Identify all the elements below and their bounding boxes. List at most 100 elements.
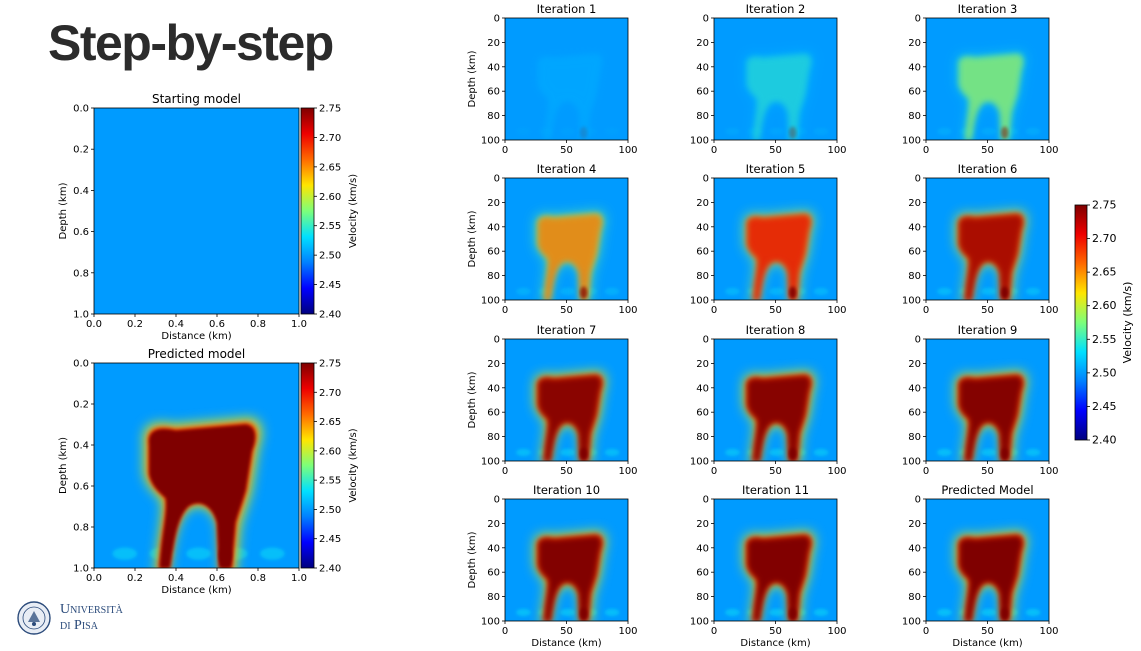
colorbar-tick-label: 2.50	[319, 505, 341, 516]
plot-title: Iteration 7	[537, 323, 597, 337]
colorbar-tick-label: 2.40	[319, 310, 341, 321]
x-tick-label: 0	[502, 305, 508, 316]
logo-text-line2: di Pisa	[60, 618, 98, 633]
y-tick-label: 60	[908, 568, 921, 579]
plot-title: Iteration 5	[746, 162, 806, 176]
y-tick-label: 1.0	[73, 564, 89, 575]
colorbar-tick-label: 2.70	[1092, 232, 1117, 245]
y-tick-label: 80	[696, 271, 709, 282]
anomaly-body	[959, 54, 1023, 140]
x-tick-label: 1.0	[291, 573, 307, 584]
y-tick-label: 0	[494, 174, 500, 185]
university-logo: Università di Pisa	[16, 598, 146, 642]
x-tick-label: 100	[1039, 145, 1058, 156]
y-tick-label: 100	[902, 296, 921, 307]
colorbar-tick-label: 2.40	[1092, 434, 1117, 447]
plot-title: Iteration 11	[742, 483, 809, 497]
y-tick-label: 60	[696, 568, 709, 579]
y-tick-label: 20	[908, 359, 921, 370]
x-tick-label: 0	[502, 466, 508, 477]
y-tick-label: 60	[487, 408, 500, 419]
y-tick-label: 0.2	[73, 145, 89, 156]
y-tick-label: 0	[494, 495, 500, 506]
x-tick-label: 50	[560, 305, 573, 316]
colorbar-tick-label: 2.65	[319, 162, 341, 173]
x-tick-label: 0.0	[86, 319, 102, 330]
y-tick-label: 20	[696, 198, 709, 209]
colorbar-tick-label: 2.50	[1092, 366, 1117, 379]
y-tick-label: 40	[908, 222, 921, 233]
colorbar: 2.40 2.45 2.50 2.55 2.60 2.65 2.70 2.75 Velocity…	[300, 104, 359, 321]
anomaly-body	[959, 214, 1023, 300]
colorbar-tick-label: 2.55	[319, 221, 341, 232]
y-tick-label: 20	[908, 198, 921, 209]
y-tick-label: 60	[487, 568, 500, 579]
anomaly-body	[959, 535, 1023, 621]
y-tick-label: 0	[494, 14, 500, 25]
y-tick-label: 80	[908, 592, 921, 603]
x-tick-label: 0	[502, 626, 508, 637]
y-tick-label: 60	[696, 408, 709, 419]
colorbar-tick-label: 2.50	[319, 251, 341, 262]
y-tick-label: 100	[690, 296, 709, 307]
x-tick-label: 0	[711, 626, 717, 637]
colorbar-tick-label: 2.65	[1092, 266, 1117, 279]
plot-title: Iteration 10	[533, 483, 600, 497]
y-tick-label: 100	[902, 457, 921, 468]
y-tick-label: 80	[908, 432, 921, 443]
x-tick-label: 0	[711, 145, 717, 156]
y-tick-label: 100	[481, 136, 500, 147]
y-tick-label: 40	[696, 62, 709, 73]
y-tick-label: 60	[696, 247, 709, 258]
anomaly-body	[747, 214, 811, 300]
x-tick-label: 50	[981, 305, 994, 316]
y-tick-label: 0.2	[73, 400, 89, 411]
y-tick-label: 80	[908, 271, 921, 282]
y-tick-label: 20	[908, 519, 921, 530]
x-axis-label: Distance (km)	[740, 638, 810, 649]
x-tick-label: 50	[981, 145, 994, 156]
anomaly-body	[747, 54, 811, 140]
colorbar-tick-label: 2.45	[1092, 400, 1117, 413]
x-tick-label: 0.2	[127, 573, 143, 584]
y-tick-label: 0	[703, 14, 709, 25]
x-tick-label: 50	[560, 466, 573, 477]
colorbar-label: Velocity (km/s)	[348, 174, 359, 248]
plot-title: Iteration 9	[958, 323, 1018, 337]
y-tick-label: 40	[908, 383, 921, 394]
x-tick-label: 0	[923, 626, 929, 637]
y-tick-label: 0.0	[73, 104, 89, 115]
plot-title: Iteration 2	[746, 2, 806, 16]
colorbar-label: Velocity (km/s)	[348, 428, 359, 502]
colorbar-tick-label: 2.75	[1092, 199, 1117, 212]
y-tick-label: 40	[908, 543, 921, 554]
plot-title: Iteration 4	[537, 162, 597, 176]
y-tick-label: 0	[915, 14, 921, 25]
y-tick-label: 80	[487, 111, 500, 122]
x-tick-label: 100	[1039, 305, 1058, 316]
y-tick-label: 100	[481, 457, 500, 468]
y-tick-label: 20	[487, 198, 500, 209]
colorbar: 2.40 2.45 2.50 2.55 2.60 2.65 2.70 2.75 Velocity…	[1074, 199, 1134, 447]
y-tick-label: 60	[908, 408, 921, 419]
x-tick-label: 0.4	[168, 319, 184, 330]
x-tick-label: 0.4	[168, 573, 184, 584]
plot-title: Predicted model	[148, 347, 246, 361]
plot-title: Iteration 3	[958, 2, 1018, 16]
y-tick-label: 20	[487, 519, 500, 530]
x-tick-label: 0.0	[86, 573, 102, 584]
y-tick-label: 60	[908, 247, 921, 258]
y-tick-label: 20	[487, 38, 500, 49]
y-tick-label: 80	[487, 271, 500, 282]
x-tick-label: 100	[618, 305, 637, 316]
y-tick-label: 60	[487, 247, 500, 258]
anomaly-body	[959, 375, 1023, 461]
